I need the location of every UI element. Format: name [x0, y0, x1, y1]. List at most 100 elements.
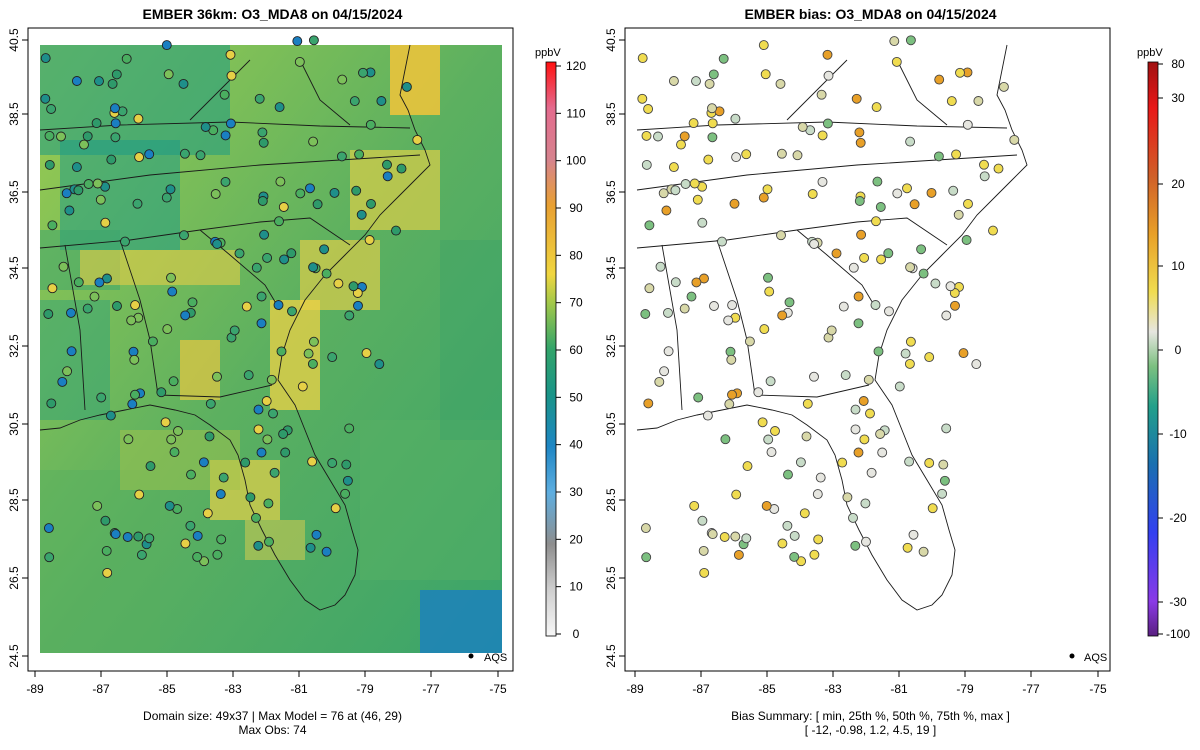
bias-point	[858, 396, 869, 406]
bias-point	[784, 297, 795, 308]
bias-point	[809, 239, 820, 249]
aqs-point	[144, 533, 155, 544]
aqs-point	[253, 404, 264, 415]
bias-point	[962, 119, 973, 130]
bias-point	[699, 567, 710, 578]
bias-point	[837, 457, 848, 468]
bias-point	[859, 434, 870, 445]
aqs-point	[110, 529, 121, 540]
colorbar-tick-label: 10	[1171, 259, 1185, 273]
bias-point	[926, 187, 937, 198]
bias-point	[644, 220, 655, 231]
bias-point	[813, 534, 824, 545]
bias-point	[823, 70, 834, 81]
bias-point	[850, 424, 861, 435]
aqs-point	[212, 371, 222, 382]
bias-point	[961, 235, 972, 245]
y-tick-label: 34.5	[604, 256, 618, 280]
aqs-point	[330, 503, 341, 514]
colorbar-tick-label: 40	[569, 438, 583, 452]
bias-point	[927, 503, 938, 514]
bias-point	[659, 366, 670, 377]
model-field-patches	[40, 45, 502, 653]
y-tick-label: 38.5	[7, 102, 21, 126]
bias-point	[707, 118, 718, 129]
aqs-point	[107, 78, 118, 89]
aqs-point	[58, 261, 69, 272]
bias-point	[763, 272, 773, 283]
aqs-point	[245, 492, 256, 503]
bias-point	[848, 512, 858, 523]
aqs-point	[311, 529, 322, 540]
aqs-point	[226, 70, 237, 81]
aqs-point	[342, 475, 353, 486]
aqs-point	[110, 103, 120, 114]
aqs-point	[110, 132, 121, 143]
y-tick-label: 28.5	[604, 488, 618, 512]
aqs-point	[185, 520, 196, 531]
bias-point	[955, 67, 965, 78]
aqs-point	[327, 458, 338, 468]
bias-point	[688, 118, 699, 129]
aqs-point	[167, 286, 178, 297]
bias-observation-points	[637, 35, 1020, 578]
aqs-point	[192, 530, 203, 541]
bias-point	[686, 291, 697, 302]
aqs-point	[134, 152, 145, 163]
bias-point	[679, 303, 690, 314]
bias-colorbar-unit: ppbV	[1137, 47, 1163, 59]
aqs-legend-dot	[468, 653, 474, 659]
bias-point	[725, 346, 736, 357]
aqs-point	[327, 352, 338, 363]
aqs-point	[56, 131, 66, 142]
aqs-point	[333, 278, 344, 289]
x-tick-label: -83	[824, 682, 842, 696]
bias-point	[905, 336, 916, 347]
bias-point	[731, 489, 742, 500]
aqs-point	[123, 434, 134, 445]
bias-point	[916, 244, 927, 255]
aqs-point	[295, 188, 306, 199]
aqs-point	[321, 546, 332, 557]
aqs-point	[253, 424, 264, 435]
bias-point	[822, 118, 833, 129]
bias-point	[853, 318, 864, 329]
bias-point	[855, 137, 866, 148]
aqs-point	[179, 230, 189, 241]
aqs-point	[89, 291, 100, 302]
bias-point	[730, 531, 741, 542]
bias-point	[993, 163, 1004, 174]
field-patch	[180, 340, 220, 400]
aqs-point	[162, 324, 173, 335]
bias-point	[909, 199, 920, 210]
aqs-point	[276, 346, 287, 357]
aqs-point	[218, 472, 229, 483]
bias-point	[838, 301, 849, 312]
aqs-point	[263, 498, 274, 509]
aqs-point	[94, 76, 104, 87]
x-tick-label: -79	[956, 682, 974, 696]
bias-point	[937, 488, 948, 499]
aqs-point	[179, 148, 190, 159]
bias-point	[848, 262, 859, 273]
y-tick-label: 28.5	[7, 488, 21, 512]
bias-point	[641, 130, 652, 141]
bias-point	[707, 529, 718, 540]
bias-point	[719, 532, 730, 542]
bias-point	[815, 472, 826, 483]
x-tick-label: -83	[224, 682, 242, 696]
aqs-point	[266, 374, 277, 385]
y-tick-label: 32.5	[7, 334, 21, 358]
colorbar-tick-label: 50	[569, 390, 583, 404]
bias-point	[809, 371, 819, 382]
bias-point	[697, 217, 708, 228]
bias-point	[764, 286, 775, 297]
y-tick-label: 38.5	[604, 102, 618, 126]
aqs-point	[321, 268, 332, 279]
bias-point	[812, 489, 823, 500]
aqs-point	[349, 96, 360, 107]
aqs-point	[160, 417, 171, 428]
left-y-axis: 24.5 26.5 28.5 30.5 32.5 34.5 36.5 38.5 40.5	[7, 28, 28, 668]
bias-point	[655, 261, 666, 272]
aqs-point	[130, 300, 141, 311]
